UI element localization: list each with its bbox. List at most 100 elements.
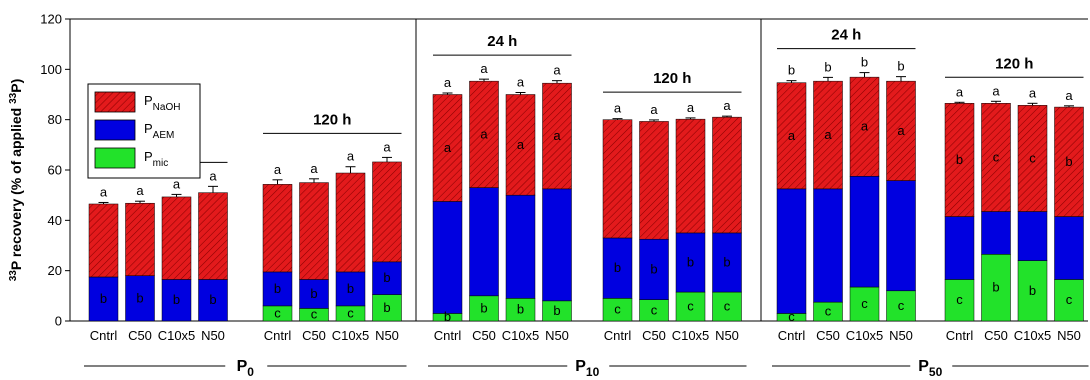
category-label-p0-g0-b2: C10x5 xyxy=(158,328,196,343)
legend-swatch-naoh xyxy=(94,91,136,113)
top-letter-p0-g0-b1: a xyxy=(136,183,144,198)
segment-letter-mic-p0-g1-b3: b xyxy=(383,300,390,315)
bar-naoh-p0-g0-b3 xyxy=(198,192,228,280)
segment-letter-aem-p0-g0-b3: b xyxy=(209,292,216,307)
segment-letter-mic-p1-g0-b3: b xyxy=(553,303,560,318)
bar-mic-p2-g1-b2 xyxy=(1017,260,1048,322)
legend-swatch-mic xyxy=(94,147,136,169)
bar-naoh-p0-g0-b0 xyxy=(88,203,119,278)
category-label-p1-g1-b0: Cntrl xyxy=(604,328,632,343)
category-label-p1-g0-b2: C10x5 xyxy=(502,328,540,343)
segment-letter-naoh-p1-g0-b2: a xyxy=(517,137,525,152)
segment-letter-naoh-p2-g1-b3: b xyxy=(1065,154,1072,169)
segment-letter-aem-p0-g1-b0: b xyxy=(274,281,281,296)
legend-label-aem: PAEM xyxy=(144,121,174,141)
segment-letter-naoh-p1-g0-b1: a xyxy=(480,126,488,141)
y-tick-label-60: 60 xyxy=(48,163,62,178)
top-letter-p2-g1-b1: a xyxy=(992,83,1000,98)
bar-naoh-p0-g1-b2 xyxy=(335,172,366,273)
bar-mic-p0-g1-b3 xyxy=(372,294,402,322)
bar-aem-p1-g0-b0 xyxy=(432,201,463,314)
top-letter-p2-g1-b0: a xyxy=(956,84,964,99)
segment-letter-mic-p1-g1-b0: c xyxy=(614,302,621,317)
segment-letter-aem-p0-g0-b2: b xyxy=(173,292,180,307)
category-label-p2-g0-b3: N50 xyxy=(889,328,913,343)
legend-label-mic: Pmic xyxy=(144,149,168,169)
bar-aem-p2-g1-b1 xyxy=(981,211,1011,255)
category-label-p2-g1-b0: Cntrl xyxy=(946,328,974,343)
top-letter-p2-g0-b3: b xyxy=(897,59,904,74)
group-label-p0-g1: 120 h xyxy=(313,111,351,128)
panel-label-0: P0 xyxy=(237,358,255,379)
bar-aem-p0-g0-b1 xyxy=(125,275,155,322)
category-label-p0-g1-b2: C10x5 xyxy=(332,328,370,343)
segment-letter-mic-p2-g0-b1: c xyxy=(825,304,832,319)
bar-aem-p0-g1-b1 xyxy=(299,279,329,309)
bar-aem-p2-g1-b2 xyxy=(1017,211,1048,261)
legend-label-naoh: PNaOH xyxy=(144,93,180,113)
segment-letter-mic-p1-g0-b1: b xyxy=(480,300,487,315)
segment-letter-aem-p0-g1-b3: b xyxy=(383,270,390,285)
bar-naoh-p2-g1-b2 xyxy=(1017,105,1048,212)
bar-naoh-p1-g0-b0 xyxy=(432,94,463,202)
y-tick-label-100: 100 xyxy=(40,62,62,77)
segment-letter-mic-p1-g1-b1: c xyxy=(651,302,658,317)
segment-letter-aem-p1-g1-b2: b xyxy=(687,254,694,269)
group-label-p1-g0: 24 h xyxy=(487,33,517,50)
segment-letter-naoh-p2-g1-b2: c xyxy=(1029,150,1036,165)
bar-aem-p0-g0-b2 xyxy=(161,279,192,322)
category-label-p2-g1-b3: N50 xyxy=(1057,328,1081,343)
category-label-p1-g0-b1: C50 xyxy=(472,328,496,343)
top-letter-p1-g0-b1: a xyxy=(480,61,488,76)
y-tick-label-20: 20 xyxy=(48,263,62,278)
segment-letter-mic-p2-g1-b1: b xyxy=(992,280,999,295)
top-letter-p2-g0-b0: b xyxy=(788,63,795,78)
category-label-p1-g1-b2: C10x5 xyxy=(672,328,710,343)
bar-aem-p0-g0-b0 xyxy=(88,276,119,322)
panel-label-2: P50 xyxy=(918,358,942,379)
legend-swatch-aem xyxy=(94,119,136,141)
bar-naoh-p0-g0-b1 xyxy=(125,202,155,276)
bar-aem-p1-g1-b3 xyxy=(712,232,742,293)
y-tick-label-80: 80 xyxy=(48,112,62,127)
bar-aem-p2-g1-b0 xyxy=(944,216,975,280)
bar-aem-p1-g1-b2 xyxy=(675,232,706,293)
segment-letter-mic-p1-g0-b2: b xyxy=(517,302,524,317)
bar-aem-p1-g0-b1 xyxy=(469,187,499,297)
category-label-p0-g0-b3: N50 xyxy=(201,328,225,343)
bar-aem-p2-g0-b0 xyxy=(776,188,807,314)
category-label-p0-g1-b0: Cntrl xyxy=(264,328,292,343)
segment-letter-mic-p0-g1-b2: c xyxy=(347,305,354,320)
segment-letter-naoh-p2-g1-b1: c xyxy=(993,149,1000,164)
bar-aem-p2-g1-b3 xyxy=(1054,216,1084,280)
bar-naoh-p1-g0-b2 xyxy=(505,94,536,196)
top-letter-p2-g0-b2: b xyxy=(861,55,868,70)
bar-naoh-p2-g1-b3 xyxy=(1054,106,1084,217)
segment-letter-mic-p2-g1-b2: b xyxy=(1029,283,1036,298)
legend: PNaOH PAEM Pmic xyxy=(87,83,201,179)
top-letter-p0-g0-b0: a xyxy=(100,184,108,199)
group-label-p2-g1: 120 h xyxy=(995,55,1033,72)
category-label-p1-g1-b3: N50 xyxy=(715,328,739,343)
segment-letter-aem-p1-g1-b1: b xyxy=(650,261,657,276)
segment-letter-mic-p2-g1-b3: c xyxy=(1066,292,1073,307)
bar-aem-p1-g0-b2 xyxy=(505,194,536,299)
category-label-p0-g1-b3: N50 xyxy=(375,328,399,343)
segment-letter-mic-p2-g0-b0: c xyxy=(788,309,795,324)
bar-mic-p2-g1-b0 xyxy=(944,279,975,322)
segment-letter-mic-p1-g1-b2: c xyxy=(687,299,694,314)
bar-naoh-p2-g0-b3 xyxy=(886,80,916,181)
bar-aem-p2-g0-b2 xyxy=(849,176,880,288)
bar-aem-p1-g0-b3 xyxy=(542,188,572,302)
bar-naoh-p0-g1-b1 xyxy=(299,182,329,280)
bar-naoh-p1-g1-b0 xyxy=(602,119,633,239)
group-label-p1-g1: 120 h xyxy=(653,70,691,87)
top-letter-p1-g1-b3: a xyxy=(723,98,731,113)
top-letter-p2-g1-b2: a xyxy=(1029,85,1037,100)
top-letter-p1-g0-b2: a xyxy=(517,74,525,89)
bar-mic-p2-g0-b3 xyxy=(886,290,916,322)
top-letter-p1-g1-b2: a xyxy=(687,100,695,115)
segment-letter-naoh-p2-g0-b0: a xyxy=(788,128,796,143)
